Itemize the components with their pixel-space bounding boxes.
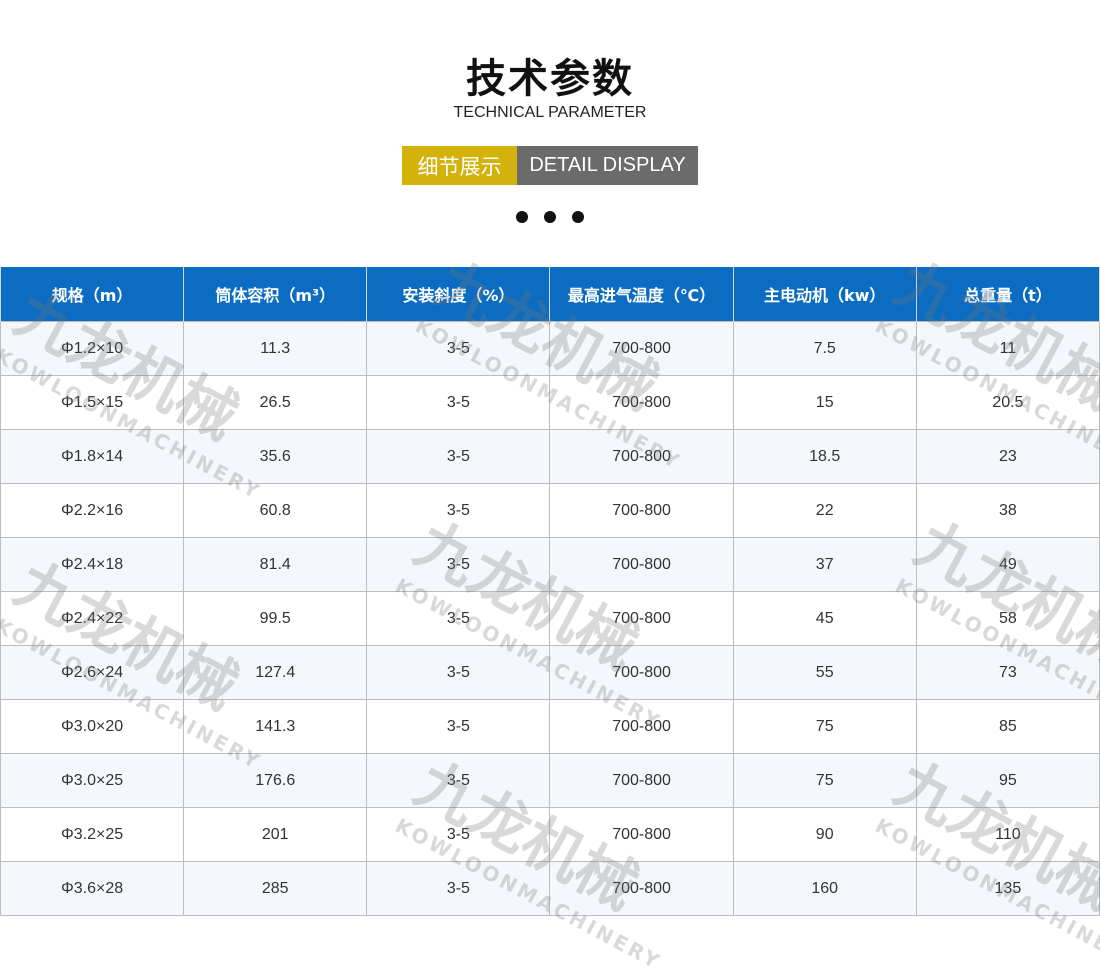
table-cell: 60.8 <box>183 483 368 538</box>
table-cell: Φ3.0×20 <box>0 699 185 754</box>
table-cell: 73 <box>915 645 1100 700</box>
table-cell: 90 <box>732 807 917 862</box>
detail-display-badge: 细节展示 DETAIL DISPLAY <box>402 146 698 185</box>
table-cell: 700-800 <box>549 645 734 700</box>
table-cell: Φ3.6×28 <box>0 861 185 916</box>
table-row: Φ2.6×24 127.4 3-5 700-800 55 73 <box>0 645 1100 700</box>
table-cell: 3-5 <box>366 645 551 700</box>
table-cell: 160 <box>732 861 917 916</box>
table-cell: 15 <box>732 375 917 430</box>
page-title: 技术参数 <box>466 56 634 102</box>
table-cell: 3-5 <box>366 375 551 430</box>
table-row: Φ1.8×14 35.6 3-5 700-800 18.5 23 <box>0 429 1100 484</box>
table-cell: Φ2.4×18 <box>0 537 185 592</box>
table-cell: 3-5 <box>366 807 551 862</box>
badge-cn-label: 细节展示 <box>402 146 517 185</box>
table-cell: 58 <box>915 591 1100 646</box>
table-cell: Φ2.6×24 <box>0 645 185 700</box>
table-cell: 3-5 <box>366 483 551 538</box>
table-cell: 700-800 <box>549 537 734 592</box>
table-cell: 75 <box>732 753 917 808</box>
table-row: Φ1.2×10 11.3 3-5 700-800 7.5 11 <box>0 321 1100 376</box>
table-row: Φ1.5×15 26.5 3-5 700-800 15 20.5 <box>0 375 1100 430</box>
table-cell: 135 <box>915 861 1100 916</box>
table-cell: 81.4 <box>183 537 368 592</box>
parameter-table: 规格（m） 筒体容积（m³） 安装斜度（%） 最高进气温度（℃） 主电动机（kw） 总重量… <box>0 267 1100 916</box>
table-cell: 700-800 <box>549 429 734 484</box>
table-cell: 285 <box>183 861 368 916</box>
page-subtitle: TECHNICAL PARAMETER <box>453 104 647 121</box>
table-cell: 11.3 <box>183 321 368 376</box>
table-cell: 700-800 <box>549 375 734 430</box>
column-header: 安装斜度（%） <box>366 267 551 322</box>
table-cell: 22 <box>732 483 917 538</box>
table-cell: 141.3 <box>183 699 368 754</box>
table-cell: 700-800 <box>549 753 734 808</box>
table-row: Φ3.0×20 141.3 3-5 700-800 75 85 <box>0 699 1100 754</box>
table-cell: 176.6 <box>183 753 368 808</box>
table-cell: 3-5 <box>366 591 551 646</box>
table-row: Φ3.2×25 201 3-5 700-800 90 110 <box>0 807 1100 862</box>
table-cell: 85 <box>915 699 1100 754</box>
table-row: Φ2.4×18 81.4 3-5 700-800 37 49 <box>0 537 1100 592</box>
table-cell: 26.5 <box>183 375 368 430</box>
table-header-row: 规格（m） 筒体容积（m³） 安装斜度（%） 最高进气温度（℃） 主电动机（kw） 总重量… <box>0 267 1100 322</box>
table-cell: Φ2.4×22 <box>0 591 185 646</box>
table-cell: 23 <box>915 429 1100 484</box>
table-cell: Φ3.2×25 <box>0 807 185 862</box>
table-cell: Φ1.2×10 <box>0 321 185 376</box>
table-cell: 99.5 <box>183 591 368 646</box>
table-cell: 700-800 <box>549 483 734 538</box>
table-cell: 700-800 <box>549 699 734 754</box>
table-cell: 127.4 <box>183 645 368 700</box>
table-cell: 3-5 <box>366 321 551 376</box>
table-cell: 45 <box>732 591 917 646</box>
dot-icon <box>516 211 528 223</box>
dot-icon <box>572 211 584 223</box>
table-cell: Φ3.0×25 <box>0 753 185 808</box>
table-cell: 700-800 <box>549 321 734 376</box>
table-cell: 37 <box>732 537 917 592</box>
column-header: 主电动机（kw） <box>732 267 917 322</box>
table-cell: 35.6 <box>183 429 368 484</box>
table-cell: 3-5 <box>366 429 551 484</box>
table-cell: 49 <box>915 537 1100 592</box>
dot-icon <box>544 211 556 223</box>
column-header: 筒体容积（m³） <box>183 267 368 322</box>
table-cell: 700-800 <box>549 807 734 862</box>
table-cell: 75 <box>732 699 917 754</box>
table-cell: 11 <box>915 321 1100 376</box>
table-cell: 201 <box>183 807 368 862</box>
table-cell: 20.5 <box>915 375 1100 430</box>
table-cell: Φ2.2×16 <box>0 483 185 538</box>
table-cell: 3-5 <box>366 699 551 754</box>
table-cell: 55 <box>732 645 917 700</box>
table-row: Φ3.6×28 285 3-5 700-800 160 135 <box>0 861 1100 916</box>
table-cell: Φ1.5×15 <box>0 375 185 430</box>
table-row: Φ2.2×16 60.8 3-5 700-800 22 38 <box>0 483 1100 538</box>
column-header: 规格（m） <box>0 267 185 322</box>
table-cell: 3-5 <box>366 753 551 808</box>
table-cell: 110 <box>915 807 1100 862</box>
column-header: 最高进气温度（℃） <box>549 267 734 322</box>
dots-decoration <box>516 211 584 223</box>
table-cell: 3-5 <box>366 861 551 916</box>
table-cell: Φ1.8×14 <box>0 429 185 484</box>
badge-en-label: DETAIL DISPLAY <box>517 146 698 185</box>
table-cell: 700-800 <box>549 861 734 916</box>
table-cell: 95 <box>915 753 1100 808</box>
column-header: 总重量（t） <box>915 267 1100 322</box>
table-row: Φ3.0×25 176.6 3-5 700-800 75 95 <box>0 753 1100 808</box>
table-cell: 3-5 <box>366 537 551 592</box>
table-cell: 38 <box>915 483 1100 538</box>
table-cell: 7.5 <box>732 321 917 376</box>
table-cell: 18.5 <box>732 429 917 484</box>
table-row: Φ2.4×22 99.5 3-5 700-800 45 58 <box>0 591 1100 646</box>
table-cell: 700-800 <box>549 591 734 646</box>
